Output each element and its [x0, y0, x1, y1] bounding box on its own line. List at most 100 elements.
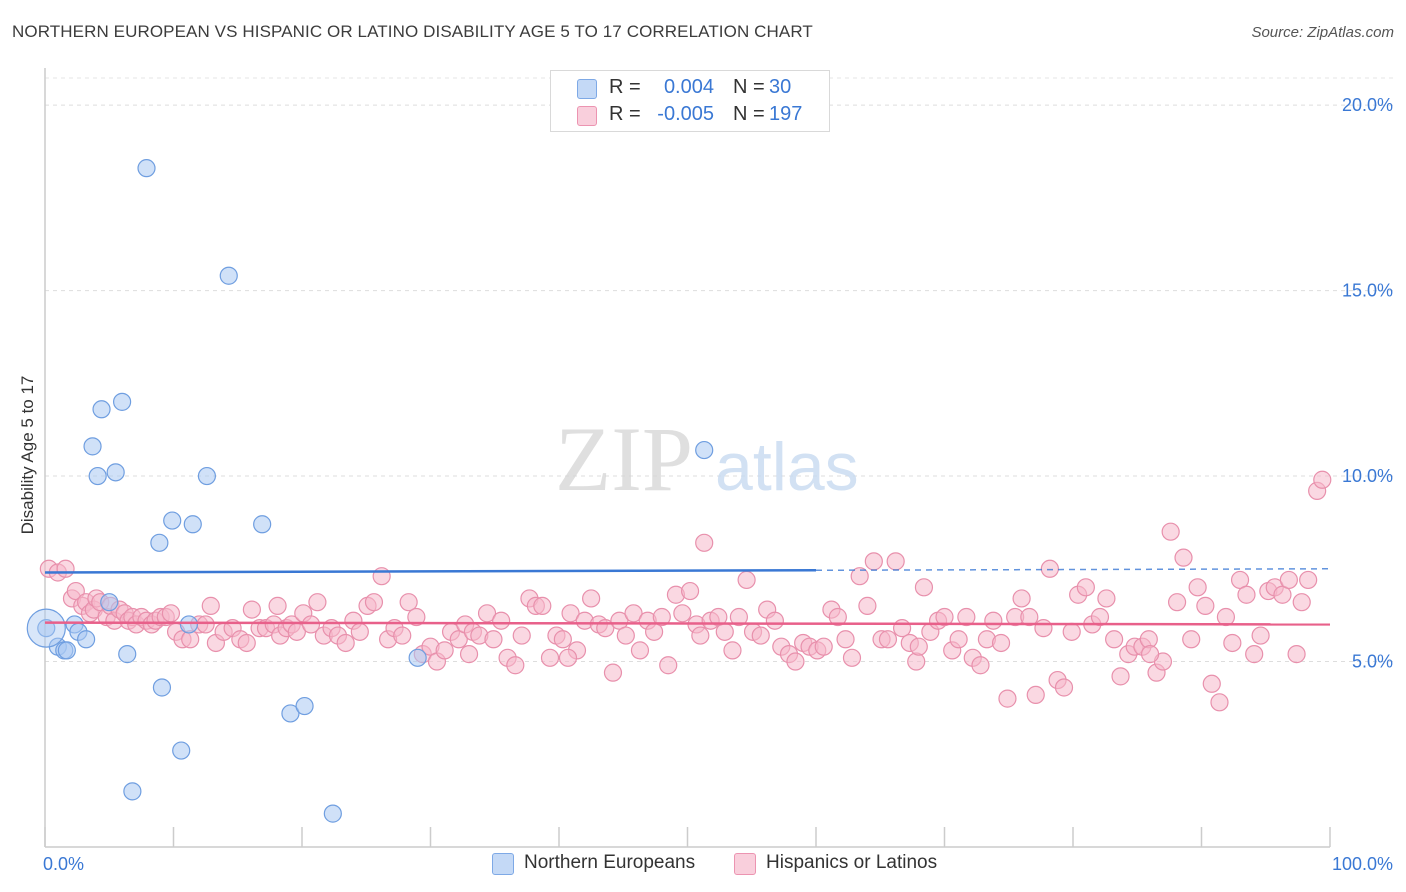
y-tick-label: 20.0% — [1342, 95, 1393, 115]
data-point-hispanic — [1167, 593, 1187, 612]
data-point-hispanic — [1111, 667, 1130, 686]
data-point-hispanic — [864, 552, 883, 571]
bottom-legend-northern-europeans: Northern Europeans — [492, 852, 712, 876]
data-point-hispanic — [1210, 693, 1229, 712]
watermark-atlas: atlas — [715, 429, 859, 505]
y-axis-label: Disability Age 5 to 17 — [18, 376, 37, 535]
data-point-hispanic — [723, 641, 742, 660]
trend-line-extension — [815, 568, 1331, 572]
bottom-legend-swatch-blue — [492, 853, 514, 875]
x-tick-label-max: 100.0% — [1332, 854, 1393, 874]
data-point-hispanic — [1026, 685, 1045, 705]
data-point-hispanic — [161, 604, 181, 623]
data-point-northern-european — [37, 619, 56, 638]
data-point-northern-european — [100, 593, 119, 612]
data-point-hispanic — [393, 626, 412, 645]
data-point-hispanic — [477, 604, 497, 623]
data-point-hispanic — [407, 607, 426, 627]
bottom-legend-swatch-pink — [734, 853, 756, 875]
data-point-northern-european — [183, 515, 202, 534]
data-point-northern-european — [77, 630, 96, 649]
data-point-hispanic — [1020, 607, 1039, 627]
data-point-hispanic — [1196, 596, 1215, 615]
data-point-hispanic — [878, 630, 898, 649]
legend-r-value: -0.005 — [657, 103, 714, 125]
data-point-hispanic — [1062, 622, 1081, 641]
data-point-northern-european — [172, 741, 191, 760]
correlation-legend: R = 0.004 N = 30 R = -0.005 N = 197 — [550, 70, 830, 132]
chart-title: NORTHERN EUROPEAN VS HISPANIC OR LATINO … — [12, 22, 813, 41]
data-point-northern-european — [88, 466, 107, 486]
trend-lines — [44, 568, 1331, 626]
data-point-hispanic — [630, 641, 650, 660]
data-point-hispanic — [715, 622, 734, 641]
y-axis-tick-labels: 5.0% 10.0% 15.0% 20.0% — [1342, 95, 1393, 671]
data-point-hispanic — [372, 567, 391, 586]
data-point-hispanic — [680, 581, 700, 601]
data-point-northern-european — [106, 463, 125, 482]
data-point-hispanic — [652, 607, 671, 627]
x-tick-label-min: 0.0% — [43, 854, 84, 874]
x-axis-tick-labels: 0.0% 100.0% — [43, 854, 1393, 874]
data-point-hispanic — [673, 604, 692, 623]
data-point-hispanic — [842, 648, 862, 667]
data-point-hispanic — [828, 607, 847, 627]
data-point-hispanic — [196, 615, 215, 634]
data-point-hispanic — [935, 607, 954, 627]
data-point-hispanic — [691, 626, 710, 645]
chart-source: Source: ZipAtlas.com — [1251, 24, 1394, 41]
data-point-hispanic — [553, 630, 572, 649]
gridlines — [45, 77, 1393, 663]
data-point-hispanic — [1245, 645, 1264, 664]
data-point-hispanic — [765, 611, 784, 630]
data-point-hispanic — [751, 626, 770, 645]
data-point-northern-european — [163, 511, 182, 530]
data-point-hispanic — [1279, 570, 1298, 590]
data-point-hispanic — [949, 630, 968, 649]
legend-swatch-blue — [577, 79, 597, 99]
data-point-hispanic — [1223, 633, 1242, 653]
series-northern-europeans-points — [26, 159, 714, 823]
data-point-hispanic — [242, 600, 261, 619]
data-point-hispanic — [582, 589, 601, 608]
x-axis-ticks — [44, 827, 1331, 847]
legend-row-northern-europeans: R = 0.004 N = 30 — [551, 75, 829, 101]
data-point-northern-european — [92, 400, 111, 419]
data-point-northern-european — [281, 704, 300, 723]
data-point-hispanic — [364, 593, 384, 612]
data-point-hispanic — [786, 652, 805, 671]
data-point-hispanic — [512, 626, 531, 645]
bottom-legend-hispanics: Hispanics or Latinos — [734, 852, 964, 876]
data-point-hispanic — [998, 689, 1017, 708]
data-point-hispanic — [814, 637, 833, 656]
data-point-hispanic — [1237, 585, 1256, 604]
data-point-hispanic — [492, 611, 511, 630]
data-point-northern-european — [152, 678, 172, 697]
y-tick-label: 5.0% — [1352, 652, 1393, 672]
legend-n-label: N = — [733, 76, 765, 98]
data-point-hispanic — [201, 596, 220, 615]
data-point-hispanic — [1202, 674, 1221, 693]
data-point-northern-european — [695, 440, 714, 460]
legend-n-label: N = — [733, 103, 765, 125]
data-point-hispanic — [399, 593, 418, 612]
watermark: ZIP atlas — [555, 408, 859, 510]
data-point-hispanic — [1076, 578, 1095, 597]
data-point-northern-european — [118, 645, 137, 664]
data-point-hispanic — [907, 652, 926, 671]
data-point-northern-european — [137, 159, 156, 178]
trend-line-northern-europeans — [44, 569, 817, 574]
watermark-zip: ZIP — [555, 408, 693, 510]
data-point-hispanic — [1097, 589, 1116, 608]
data-point-hispanic — [1174, 548, 1193, 567]
data-point-northern-european — [197, 466, 217, 486]
data-point-hispanic — [991, 633, 1011, 653]
data-point-hispanic — [56, 559, 75, 578]
data-point-hispanic — [850, 567, 869, 586]
legend-row-hispanics: R = -0.005 N = 197 — [551, 102, 829, 128]
data-point-hispanic — [1182, 630, 1201, 649]
data-point-hispanic — [1105, 630, 1124, 649]
legend-r-label: R = — [609, 103, 641, 125]
data-point-northern-european — [123, 782, 142, 801]
